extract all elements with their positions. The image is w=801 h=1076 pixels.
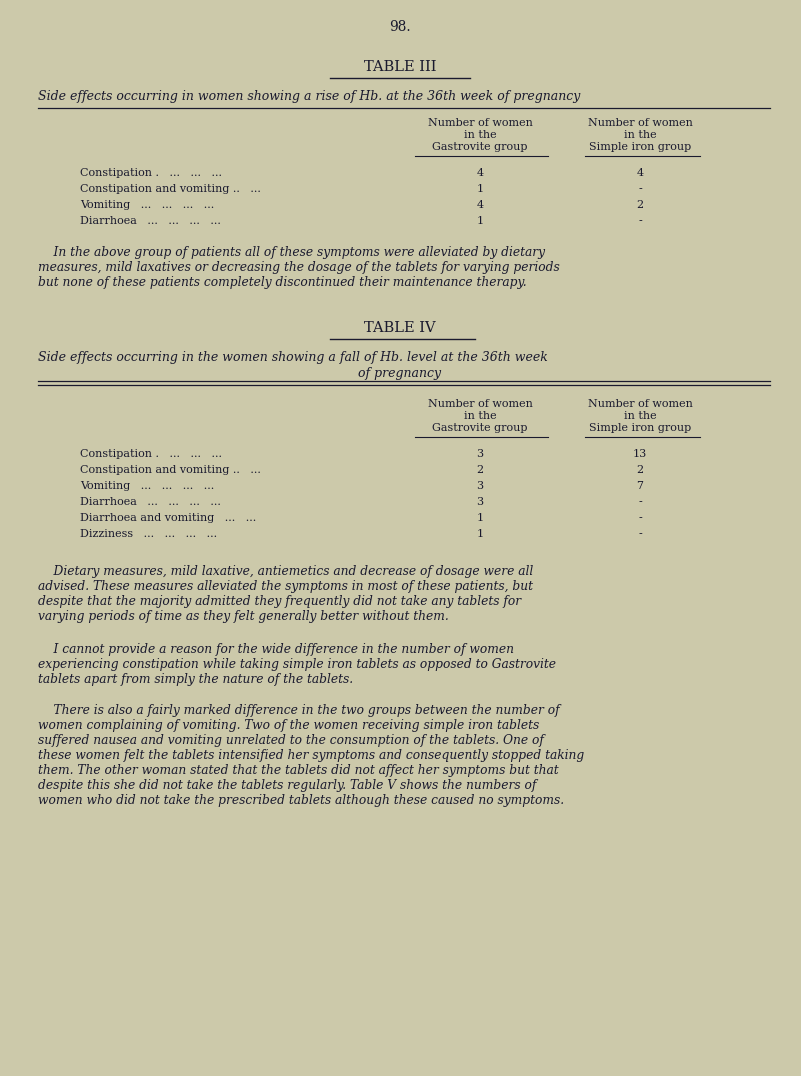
Text: 2: 2: [477, 465, 484, 475]
Text: but none of these patients completely discontinued their maintenance therapy.: but none of these patients completely di…: [38, 277, 526, 289]
Text: -: -: [638, 529, 642, 539]
Text: of pregnancy: of pregnancy: [358, 367, 441, 380]
Text: them. The other woman stated that the tablets did not affect her symptoms but th: them. The other woman stated that the ta…: [38, 764, 558, 777]
Text: Dizziness   ...   ...   ...   ...: Dizziness ... ... ... ...: [80, 529, 217, 539]
Text: Constipation .   ...   ...   ...: Constipation . ... ... ...: [80, 449, 222, 459]
Text: TABLE III: TABLE III: [364, 60, 437, 74]
Text: in the: in the: [624, 130, 656, 140]
Text: in the: in the: [464, 411, 497, 421]
Text: despite this she did not take the tablets regularly. Table V shows the numbers o: despite this she did not take the tablet…: [38, 779, 537, 792]
Text: 4: 4: [477, 168, 484, 178]
Text: Diarrhoea   ...   ...   ...   ...: Diarrhoea ... ... ... ...: [80, 216, 221, 226]
Text: in the: in the: [624, 411, 656, 421]
Text: 98.: 98.: [389, 20, 411, 34]
Text: Number of women: Number of women: [428, 118, 533, 128]
Text: Number of women: Number of women: [588, 399, 692, 409]
Text: 4: 4: [637, 168, 643, 178]
Text: Diarrhoea and vomiting   ...   ...: Diarrhoea and vomiting ... ...: [80, 513, 256, 523]
Text: 1: 1: [477, 184, 484, 194]
Text: despite that the majority admitted they frequently did not take any tablets for: despite that the majority admitted they …: [38, 595, 521, 608]
Text: Side effects occurring in the women showing a fall of Hb. level at the 36th week: Side effects occurring in the women show…: [38, 351, 548, 364]
Text: -: -: [638, 184, 642, 194]
Text: Constipation and vomiting ..   ...: Constipation and vomiting .. ...: [80, 184, 261, 194]
Text: Side effects occurring in women showing a rise of Hb. at the 36th week of pregna: Side effects occurring in women showing …: [38, 90, 581, 103]
Text: women who did not take the prescribed tablets although these caused no symptoms.: women who did not take the prescribed ta…: [38, 794, 564, 807]
Text: 3: 3: [477, 449, 484, 459]
Text: There is also a fairly marked difference in the two groups between the number of: There is also a fairly marked difference…: [38, 704, 560, 717]
Text: measures, mild laxatives or decreasing the dosage of the tablets for varying per: measures, mild laxatives or decreasing t…: [38, 261, 560, 274]
Text: Diarrhoea   ...   ...   ...   ...: Diarrhoea ... ... ... ...: [80, 497, 221, 507]
Text: Constipation .   ...   ...   ...: Constipation . ... ... ...: [80, 168, 222, 178]
Text: -: -: [638, 216, 642, 226]
Text: Gastrovite group: Gastrovite group: [433, 142, 528, 152]
Text: Gastrovite group: Gastrovite group: [433, 423, 528, 433]
Text: women complaining of vomiting. Two of the women receiving simple iron tablets: women complaining of vomiting. Two of th…: [38, 719, 539, 732]
Text: TABLE IV: TABLE IV: [364, 321, 436, 335]
Text: 2: 2: [637, 200, 643, 210]
Text: suffered nausea and vomiting unrelated to the consumption of the tablets. One of: suffered nausea and vomiting unrelated t…: [38, 734, 544, 747]
Text: Simple iron group: Simple iron group: [589, 142, 691, 152]
Text: Vomiting   ...   ...   ...   ...: Vomiting ... ... ... ...: [80, 481, 214, 491]
Text: advised. These measures alleviated the symptoms in most of these patients, but: advised. These measures alleviated the s…: [38, 580, 533, 593]
Text: 1: 1: [477, 529, 484, 539]
Text: Number of women: Number of women: [428, 399, 533, 409]
Text: 7: 7: [637, 481, 643, 491]
Text: Number of women: Number of women: [588, 118, 692, 128]
Text: 1: 1: [477, 513, 484, 523]
Text: these women felt the tablets intensified her symptoms and consequently stopped t: these women felt the tablets intensified…: [38, 749, 584, 762]
Text: In the above group of patients all of these symptoms were alleviated by dietary: In the above group of patients all of th…: [38, 246, 545, 259]
Text: Simple iron group: Simple iron group: [589, 423, 691, 433]
Text: 13: 13: [633, 449, 647, 459]
Text: 3: 3: [477, 497, 484, 507]
Text: experiencing constipation while taking simple iron tablets as opposed to Gastrov: experiencing constipation while taking s…: [38, 659, 556, 671]
Text: 2: 2: [637, 465, 643, 475]
Text: in the: in the: [464, 130, 497, 140]
Text: Dietary measures, mild laxative, antiemetics and decrease of dosage were all: Dietary measures, mild laxative, antieme…: [38, 565, 533, 578]
Text: tablets apart from simply the nature of the tablets.: tablets apart from simply the nature of …: [38, 672, 353, 686]
Text: 1: 1: [477, 216, 484, 226]
Text: -: -: [638, 513, 642, 523]
Text: varying periods of time as they felt generally better without them.: varying periods of time as they felt gen…: [38, 610, 449, 623]
Text: Constipation and vomiting ..   ...: Constipation and vomiting .. ...: [80, 465, 261, 475]
Text: Vomiting   ...   ...   ...   ...: Vomiting ... ... ... ...: [80, 200, 214, 210]
Text: -: -: [638, 497, 642, 507]
Text: I cannot provide a reason for the wide difference in the number of women: I cannot provide a reason for the wide d…: [38, 643, 514, 656]
Text: 3: 3: [477, 481, 484, 491]
Text: 4: 4: [477, 200, 484, 210]
